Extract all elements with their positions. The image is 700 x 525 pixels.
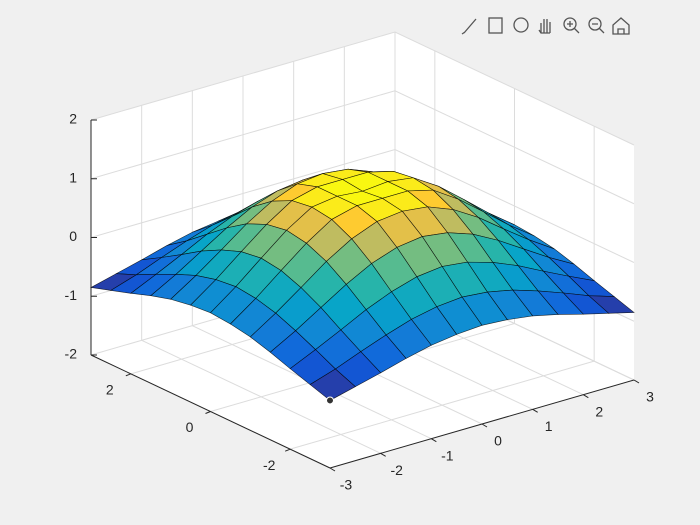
zoom-out-icon[interactable] <box>588 17 605 34</box>
z-tick-label: 2 <box>69 111 77 127</box>
z-tick-label: -2 <box>65 346 78 362</box>
x-tick <box>380 452 386 457</box>
x-tick-label: 3 <box>646 389 654 405</box>
x-tick-label: -2 <box>390 462 403 478</box>
x-tick-label: 1 <box>545 418 553 434</box>
x-tick-label: 0 <box>494 433 502 449</box>
grid-line <box>90 148 635 263</box>
y-tick-label: 0 <box>186 419 194 435</box>
data-tip-marker <box>326 396 334 405</box>
zoom-in-icon[interactable] <box>563 17 580 34</box>
home-icon[interactable] <box>612 17 630 35</box>
axes: -3 -2 -1 0 1 2 3 -2 0 2 -2 -1 0 1 2 <box>65 31 654 493</box>
x-tick-label: 2 <box>595 403 603 419</box>
x-tick <box>583 394 589 399</box>
y-tick <box>125 373 132 377</box>
grid-line <box>90 90 635 205</box>
brush-icon[interactable] <box>461 18 477 35</box>
x-tick <box>481 423 488 428</box>
x-tick-label: -1 <box>441 447 454 463</box>
pan-icon[interactable] <box>538 19 551 34</box>
x-tick <box>329 467 336 472</box>
y-tick <box>205 411 211 414</box>
surface-patch <box>309 368 356 401</box>
toolbar <box>461 17 630 35</box>
z-tick-label: 1 <box>69 169 77 185</box>
x-tick-label: -3 <box>340 477 353 493</box>
y-tick-label: 2 <box>106 382 114 398</box>
y-tick-label: -2 <box>263 457 276 473</box>
x-tick <box>633 379 640 384</box>
y-tick <box>284 448 291 452</box>
rotate-icon[interactable] <box>513 17 529 33</box>
legend-icon[interactable] <box>488 17 503 34</box>
z-tick-label: 0 <box>69 228 77 244</box>
grid-line <box>90 31 635 146</box>
x-tick <box>431 438 437 443</box>
z-tick-label: -1 <box>65 287 78 303</box>
x-tick <box>532 408 538 413</box>
